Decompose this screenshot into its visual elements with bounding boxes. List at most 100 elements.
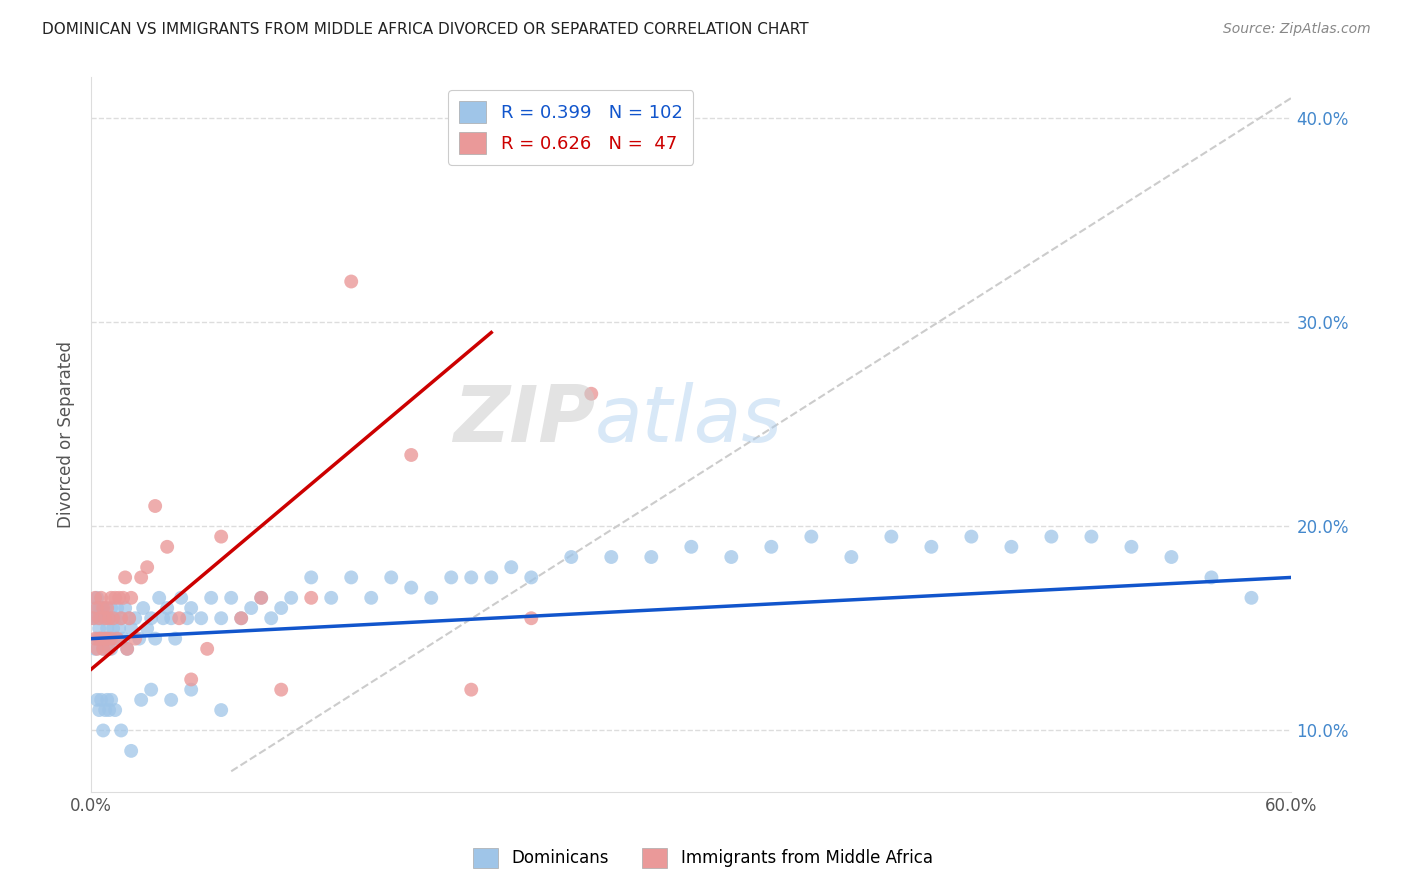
Point [100, 641, 122, 656]
Point [165, 632, 187, 646]
Point [114, 601, 136, 615]
Point [89, 622, 111, 636]
Point [380, 570, 402, 584]
Point [479, 570, 502, 584]
Point [98, 632, 121, 646]
Point [141, 611, 163, 625]
Point [96, 632, 118, 646]
Point [96, 693, 118, 707]
Point [98, 641, 121, 656]
Point [98, 611, 121, 625]
Point [270, 682, 292, 697]
Point [143, 632, 166, 646]
Point [104, 632, 127, 646]
Point [114, 570, 136, 584]
Point [420, 591, 443, 605]
Point [90, 611, 112, 625]
Point [100, 601, 122, 615]
Point [160, 611, 183, 625]
Point [120, 591, 142, 605]
Point [96, 601, 118, 615]
Point [100, 632, 122, 646]
Point [360, 591, 382, 605]
Point [581, 386, 603, 401]
Point [209, 530, 232, 544]
Point [86, 601, 108, 615]
Point [90, 693, 112, 707]
Point [141, 682, 163, 697]
Point [115, 641, 138, 656]
Text: ZIP: ZIP [453, 383, 595, 458]
Point [920, 540, 942, 554]
Point [399, 581, 422, 595]
Point [96, 622, 118, 636]
Point [880, 530, 903, 544]
Point [82, 611, 104, 625]
Point [1201, 570, 1223, 584]
Point [100, 591, 122, 605]
Point [120, 744, 142, 758]
Point [260, 611, 283, 625]
Point [84, 601, 107, 615]
Point [520, 570, 543, 584]
Point [108, 591, 131, 605]
Y-axis label: Divorced or Separated: Divorced or Separated [58, 341, 75, 528]
Point [129, 570, 152, 584]
Point [1000, 540, 1022, 554]
Text: atlas: atlas [595, 383, 783, 458]
Point [120, 622, 142, 636]
Point [960, 530, 983, 544]
Point [209, 703, 232, 717]
Point [180, 601, 202, 615]
Point [681, 540, 703, 554]
Point [640, 549, 662, 564]
Point [209, 611, 232, 625]
Point [167, 611, 190, 625]
Point [94, 632, 117, 646]
Point [132, 601, 155, 615]
Point [720, 549, 742, 564]
Point [200, 591, 222, 605]
Point [560, 549, 582, 564]
Point [299, 591, 322, 605]
Point [105, 601, 128, 615]
Point [280, 591, 302, 605]
Point [104, 703, 127, 717]
Point [124, 611, 146, 625]
Point [136, 560, 159, 574]
Point [800, 530, 823, 544]
Point [101, 611, 124, 625]
Point [1121, 540, 1143, 554]
Point [104, 591, 127, 605]
Point [86, 693, 108, 707]
Point [240, 601, 263, 615]
Point [118, 611, 141, 625]
Point [231, 611, 253, 625]
Point [86, 591, 108, 605]
Point [91, 641, 114, 656]
Point [129, 693, 152, 707]
Point [156, 540, 179, 554]
Point [190, 611, 212, 625]
Point [600, 549, 623, 564]
Point [105, 632, 128, 646]
Point [90, 591, 112, 605]
Point [91, 601, 114, 615]
Point [321, 591, 343, 605]
Point [84, 641, 107, 656]
Point [89, 601, 111, 615]
Point [112, 632, 135, 646]
Point [89, 611, 111, 625]
Point [520, 611, 543, 625]
Point [98, 611, 121, 625]
Point [98, 703, 121, 717]
Point [110, 723, 132, 738]
Point [340, 275, 363, 289]
Point [219, 591, 242, 605]
Point [91, 611, 114, 625]
Point [160, 693, 183, 707]
Point [250, 591, 273, 605]
Point [89, 632, 111, 646]
Point [1040, 530, 1063, 544]
Point [118, 611, 141, 625]
